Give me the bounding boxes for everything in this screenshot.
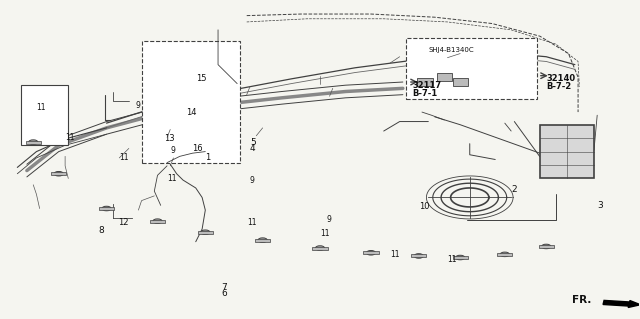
Bar <box>150 220 165 223</box>
Text: 12: 12 <box>118 218 129 227</box>
Text: 16: 16 <box>193 144 203 153</box>
Bar <box>411 255 426 257</box>
Circle shape <box>102 206 111 211</box>
Bar <box>539 245 554 248</box>
Text: FR.: FR. <box>572 295 591 305</box>
Bar <box>312 247 328 249</box>
Text: 11: 11 <box>167 174 177 183</box>
Text: 5: 5 <box>250 137 255 147</box>
Text: 15: 15 <box>196 74 206 83</box>
Bar <box>540 125 594 178</box>
Circle shape <box>201 230 210 234</box>
Circle shape <box>500 252 509 257</box>
Text: 9: 9 <box>135 101 140 110</box>
Circle shape <box>541 244 551 249</box>
Bar <box>406 38 537 100</box>
Circle shape <box>258 238 268 242</box>
Text: 4: 4 <box>250 144 255 153</box>
Text: 1: 1 <box>205 153 211 162</box>
Bar <box>198 231 213 234</box>
Text: 9: 9 <box>170 145 175 154</box>
Text: 2: 2 <box>511 185 516 194</box>
Text: 9: 9 <box>326 215 332 224</box>
Bar <box>436 73 452 81</box>
Circle shape <box>153 219 162 223</box>
Text: 11: 11 <box>65 133 75 142</box>
Text: 11: 11 <box>246 218 256 227</box>
Bar <box>452 78 468 86</box>
Bar <box>497 253 513 256</box>
FancyArrow shape <box>603 300 640 308</box>
Bar <box>99 207 114 210</box>
Bar <box>417 78 433 86</box>
Text: 10: 10 <box>419 203 429 211</box>
Text: B-7-1: B-7-1 <box>412 89 438 98</box>
Bar <box>452 256 468 259</box>
Text: 8: 8 <box>99 226 104 235</box>
Text: 32117: 32117 <box>412 81 442 90</box>
Circle shape <box>29 140 38 145</box>
Text: 32140: 32140 <box>546 74 575 83</box>
Text: 11: 11 <box>447 255 457 263</box>
Bar <box>364 251 379 254</box>
Text: 11: 11 <box>119 153 129 162</box>
Text: 11: 11 <box>320 229 330 238</box>
Bar <box>20 85 68 145</box>
Text: 14: 14 <box>186 108 196 116</box>
Circle shape <box>456 255 465 260</box>
Circle shape <box>316 246 324 250</box>
Text: 9: 9 <box>250 175 255 185</box>
Text: 11: 11 <box>36 103 46 112</box>
Circle shape <box>366 250 376 255</box>
Bar <box>26 141 41 144</box>
Text: 13: 13 <box>164 134 175 144</box>
Bar <box>141 41 241 163</box>
Text: SHJ4-B1340C: SHJ4-B1340C <box>428 48 474 53</box>
Text: 11: 11 <box>390 250 399 259</box>
Circle shape <box>54 171 63 176</box>
Text: B-7-2: B-7-2 <box>546 82 572 91</box>
Circle shape <box>414 254 423 258</box>
Text: 7: 7 <box>221 283 227 292</box>
Bar <box>255 239 270 242</box>
Text: 6: 6 <box>221 289 227 298</box>
Bar <box>51 172 67 175</box>
Text: 3: 3 <box>597 201 603 210</box>
